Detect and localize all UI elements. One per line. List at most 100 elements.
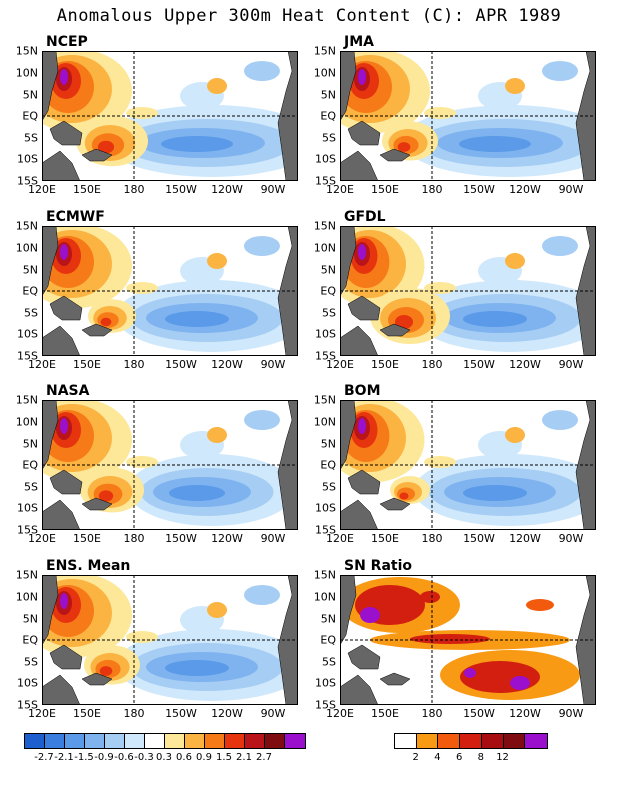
anomaly-colorbar-segment	[65, 734, 85, 748]
land-asia	[42, 575, 59, 646]
land-asia	[340, 400, 357, 471]
anomaly-colorbar-segment	[285, 734, 305, 748]
cold-anomaly	[459, 136, 531, 152]
land-islands	[347, 469, 381, 495]
cold-anomaly	[244, 585, 280, 605]
y-tick-label: 10S	[315, 676, 336, 690]
y-tick-label: 15S	[315, 174, 336, 188]
x-tick-label: 120E	[326, 183, 354, 196]
anomaly-colorbar-label: -0.3	[134, 752, 154, 763]
warm-anomaly	[207, 78, 227, 94]
sn-colorbar-label: 8	[477, 752, 485, 763]
warm-anomaly	[126, 107, 158, 119]
sn-peak	[464, 668, 476, 678]
sn-colorbar-segment	[481, 734, 504, 748]
cold-anomaly	[244, 410, 280, 430]
y-tick-label: 10N	[15, 66, 38, 80]
anomaly-colorbar-label: -0.9	[94, 752, 114, 763]
land-asia	[340, 226, 357, 297]
warm-anomaly	[98, 490, 114, 502]
y-tick-label: EQ	[320, 458, 336, 472]
y-tick-label: 10N	[313, 415, 336, 429]
panel-label: JMA	[344, 34, 374, 50]
x-tick-label: 120W	[509, 358, 541, 371]
land-australia	[42, 150, 81, 181]
x-tick-label: 150W	[165, 707, 197, 720]
x-tick-label: 120E	[28, 707, 56, 720]
cold-anomaly	[542, 61, 578, 81]
cold-anomaly	[165, 311, 229, 327]
x-tick-label: 150W	[463, 707, 495, 720]
land-islands	[49, 469, 83, 495]
x-tick-label: 150W	[463, 183, 495, 196]
land-australia	[42, 499, 81, 530]
x-tick-label: 180	[421, 532, 443, 545]
map-panel: NASA 15N 10N 5N EQ 5S 10S 15S 120E 150E 180 150W 120…	[16, 383, 298, 545]
warm-anomaly	[60, 418, 68, 434]
y-tick-label: 15S	[315, 698, 336, 712]
cold-anomaly	[161, 136, 233, 152]
x-tick-label: 180	[123, 358, 145, 371]
y-tick-label: 15N	[15, 219, 38, 233]
land-asia	[42, 400, 59, 471]
y-tick-label: 15N	[313, 568, 336, 582]
anomaly-colorbar-label: -2.7	[34, 752, 54, 763]
x-tick-label: 120E	[28, 358, 56, 371]
y-tick-label: 10N	[15, 415, 38, 429]
warm-anomaly	[207, 253, 227, 269]
warm-anomaly	[424, 282, 456, 294]
y-tick-label: 10N	[15, 241, 38, 255]
x-tick-label: 90W	[260, 532, 286, 545]
warm-anomaly	[358, 244, 366, 260]
warm-anomaly	[505, 427, 525, 443]
anomaly-map	[340, 51, 596, 181]
y-tick-label: EQ	[22, 458, 38, 472]
warm-anomaly	[100, 317, 112, 327]
page-title: Anomalous Upper 300m Heat Content (C): A…	[56, 6, 562, 26]
anomaly-map	[340, 400, 596, 530]
y-tick-label: 15N	[15, 568, 38, 582]
y-tick-label: EQ	[22, 284, 38, 298]
x-tick-label: 180	[421, 358, 443, 371]
y-tick-label: 5S	[24, 306, 38, 320]
sn-spot	[420, 591, 440, 603]
y-tick-label: 5S	[322, 306, 336, 320]
anomaly-map	[42, 51, 298, 181]
y-tick-label: 15N	[15, 393, 38, 407]
land-asia	[42, 51, 59, 122]
land-islands	[347, 644, 381, 670]
y-tick-label: 15N	[313, 393, 336, 407]
warm-anomaly	[126, 456, 158, 468]
x-tick-label: 90W	[558, 358, 584, 371]
y-tick-label: 15N	[15, 44, 38, 58]
land-islands	[49, 295, 83, 321]
x-tick-label: 120E	[28, 183, 56, 196]
y-tick-label: 10S	[17, 501, 38, 515]
anomaly-colorbar-segment	[105, 734, 125, 748]
sn-colorbar-label: 12	[496, 752, 509, 763]
land-australia	[340, 674, 379, 705]
x-tick-label: 150E	[73, 532, 101, 545]
anomaly-colorbar-label: -2.1	[54, 752, 74, 763]
land-newguinea	[379, 672, 411, 686]
sn-colorbar-segment	[503, 734, 526, 748]
x-tick-label: 90W	[558, 532, 584, 545]
sn-spot	[526, 599, 554, 611]
land-australia	[340, 499, 379, 530]
sn-peak	[510, 676, 530, 690]
x-tick-label: 120W	[509, 532, 541, 545]
x-tick-label: 120W	[211, 707, 243, 720]
cold-anomaly	[165, 660, 229, 676]
y-tick-label: 5S	[322, 131, 336, 145]
land-asia	[340, 575, 357, 646]
cold-anomaly	[542, 410, 578, 430]
warm-anomaly	[207, 602, 227, 618]
x-tick-label: 120W	[211, 358, 243, 371]
x-tick-label: 120E	[326, 707, 354, 720]
land-asia	[42, 226, 59, 297]
sn-colorbar-label: 4	[434, 752, 441, 763]
x-tick-label: 120W	[211, 183, 243, 196]
x-tick-label: 90W	[558, 183, 584, 196]
panel-label: SN Ratio	[344, 558, 413, 574]
x-tick-label: 120W	[509, 183, 541, 196]
